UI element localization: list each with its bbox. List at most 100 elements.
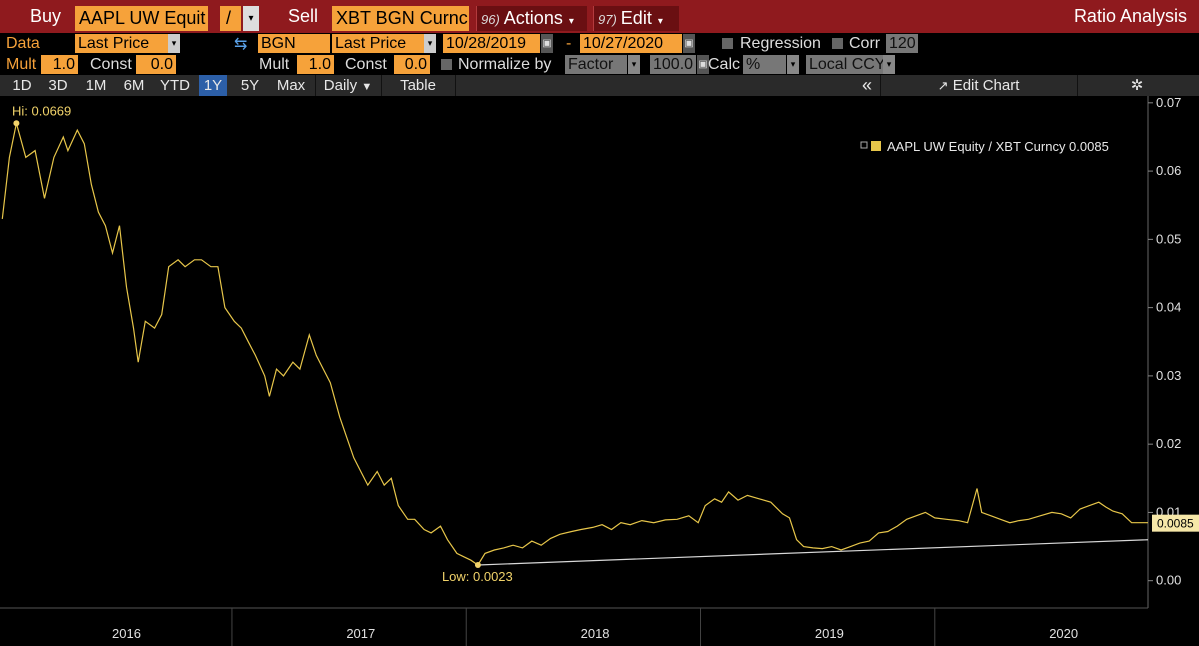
chevron-down-icon[interactable]: ▾: [424, 34, 436, 53]
corr-label: Corr: [849, 35, 881, 52]
regression-label: Regression: [740, 35, 821, 52]
frequency-label: Daily: [323, 77, 358, 94]
mult-label-2: Mult: [259, 56, 290, 73]
legend-expand-icon[interactable]: [860, 141, 868, 149]
x-tick-label: 2016: [112, 626, 141, 641]
period-button-3d[interactable]: 3D: [48, 77, 68, 94]
buy-const-input[interactable]: 0.0: [136, 55, 176, 74]
corr-period-input[interactable]: 120: [886, 34, 918, 53]
y-tick-label: 0.07: [1156, 96, 1181, 110]
start-date-input[interactable]: 10/28/2019: [443, 34, 540, 53]
mult-label: Mult: [6, 56, 37, 73]
series-line: [1, 123, 1148, 566]
chevron-down-icon[interactable]: ▾: [787, 55, 799, 74]
period-button-1y[interactable]: 1Y: [199, 75, 227, 96]
last-value-label: 0.0085: [1157, 517, 1194, 531]
toolbar-divider: [880, 75, 881, 96]
actions-menu-number: 96): [481, 12, 500, 27]
buy-mult-input[interactable]: 1.0: [41, 55, 78, 74]
x-tick-label: 2017: [346, 626, 375, 641]
edit-menu-number: 97): [598, 12, 617, 27]
toolbar-divider: [315, 75, 316, 96]
legend-color-swatch: [871, 141, 881, 151]
toolbar-divider: [381, 75, 382, 96]
sell-field-select[interactable]: Last Price: [332, 34, 424, 53]
buy-field-select[interactable]: Last Price: [75, 34, 168, 53]
y-tick-label: 0.02: [1156, 436, 1181, 451]
ratio-chart[interactable]: 0.00 0.01 0.02 0.03 0.04 0.05 0.06 0.07 2016 2017…: [0, 95, 1199, 646]
sell-const-input[interactable]: 0.0: [394, 55, 430, 74]
edit-menu-label: Edit: [620, 8, 652, 28]
chart-edit-icon: ↗: [937, 78, 949, 93]
calc-label: Calc: [708, 56, 741, 73]
high-annotation: Hi: 0.0669: [12, 103, 71, 118]
ratio-operator-field[interactable]: /: [220, 6, 241, 31]
top-command-bar: Buy AAPL UW Equit / ▾ Sell XBT BGN Curnc…: [0, 0, 1199, 33]
corr-checkbox[interactable]: [832, 38, 843, 49]
chevron-down-icon[interactable]: ▾: [628, 55, 640, 74]
chart-legend[interactable]: AAPL UW Equity / XBT Curncy 0.0085: [860, 139, 1109, 154]
last-value-tag: 0.0085: [1152, 514, 1199, 532]
y-tick-label: 0.06: [1156, 163, 1181, 178]
gear-icon[interactable]: ✲: [1130, 77, 1144, 94]
edit-chart-button[interactable]: ↗ Edit Chart: [881, 75, 1076, 96]
x-tick-label: 2018: [581, 626, 610, 641]
period-button-5y[interactable]: 5Y: [240, 77, 260, 94]
chart-toolbar: 1D 3D 1M 6M YTD 1Y 5Y Max Daily ▼ Table « ↗ Edi…: [0, 75, 1199, 96]
const-label: Const: [90, 56, 132, 73]
y-tick-label: 0.04: [1156, 300, 1181, 315]
actions-menu-button[interactable]: 96) Actions ▾: [476, 6, 587, 31]
normalize-label: Normalize by: [458, 56, 552, 73]
collapse-panel-icon[interactable]: «: [861, 75, 872, 95]
const-label-2: Const: [345, 56, 387, 73]
frequency-dropdown[interactable]: Daily ▼: [316, 75, 380, 96]
calendar-icon[interactable]: ▣: [541, 34, 553, 53]
y-tick-label: 0.03: [1156, 368, 1181, 383]
swap-icon[interactable]: ⇆: [234, 36, 248, 53]
normalize-checkbox[interactable]: [441, 59, 452, 70]
chevron-down-icon: ▾: [657, 16, 663, 27]
chevron-down-icon[interactable]: ▾: [168, 34, 180, 53]
buy-label: Buy: [30, 6, 62, 26]
normalize-amount-input[interactable]: 100.0: [650, 55, 696, 74]
edit-menu-button[interactable]: 97) Edit ▾: [593, 6, 679, 31]
period-button-max[interactable]: Max: [276, 77, 306, 94]
normalize-method-select[interactable]: Factor: [565, 55, 627, 74]
regression-checkbox[interactable]: [722, 38, 733, 49]
chevron-down-icon: ▾: [568, 16, 574, 27]
period-button-6m[interactable]: 6M: [123, 77, 145, 94]
chevron-down-icon: ▼: [361, 81, 373, 93]
period-button-1d[interactable]: 1D: [12, 77, 32, 94]
legend-label: AAPL UW Equity / XBT Curncy 0.0085: [887, 139, 1109, 154]
pricing-source-field[interactable]: BGN: [258, 34, 330, 53]
toolbar-divider: [455, 75, 456, 96]
operator-dropdown-icon[interactable]: ▾: [243, 6, 259, 31]
date-range-dash: -: [566, 35, 572, 52]
actions-menu-label: Actions: [503, 8, 563, 28]
sell-mult-input[interactable]: 1.0: [297, 55, 334, 74]
y-tick-label: 0.05: [1156, 231, 1181, 246]
sell-label: Sell: [288, 6, 319, 26]
table-button[interactable]: Table: [400, 77, 436, 94]
currency-select[interactable]: Local CCY: [806, 55, 885, 74]
regression-trend-line: [477, 539, 1149, 566]
edit-chart-label: Edit Chart: [952, 77, 1020, 94]
page-title: Ratio Analysis: [1073, 6, 1187, 26]
low-annotation: Low: 0.0023: [442, 569, 513, 584]
period-button-ytd[interactable]: YTD: [160, 77, 190, 94]
sell-ticker-input[interactable]: XBT BGN Curnc: [332, 6, 469, 31]
data-label: Data: [6, 35, 40, 52]
buy-ticker-input[interactable]: AAPL UW Equit: [75, 6, 208, 31]
low-marker: [474, 561, 481, 568]
end-date-input[interactable]: 10/27/2020: [580, 34, 682, 53]
calendar-icon[interactable]: ▣: [683, 34, 695, 53]
calc-select[interactable]: %: [743, 55, 786, 74]
period-button-1m[interactable]: 1M: [85, 77, 107, 94]
normalize-amount-icon[interactable]: ▣: [697, 55, 709, 74]
chevron-down-icon[interactable]: ▾: [883, 55, 895, 74]
high-marker: [13, 120, 20, 127]
x-tick-label: 2020: [1049, 626, 1078, 641]
x-tick-label: 2019: [815, 626, 844, 641]
